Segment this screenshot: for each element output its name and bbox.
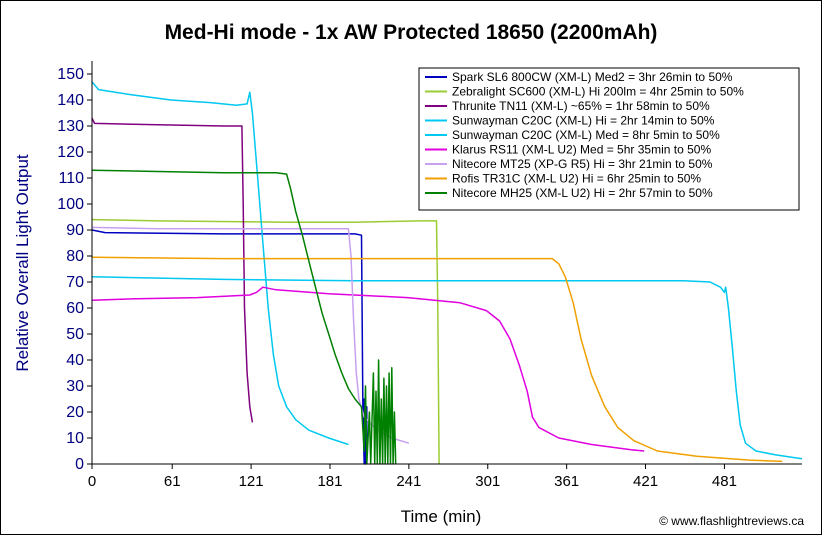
legend-label: Klarus RS11 (XM-L U2) Med = 5hr 35min to… bbox=[452, 143, 711, 157]
x-ticks: 0 61 121 181 241 301 361 421 481 bbox=[88, 464, 737, 490]
y-tick-label: 50 bbox=[66, 326, 84, 343]
legend-label: Nitecore MH25 (XM-L U2) Hi = 2hr 57min t… bbox=[452, 186, 713, 200]
x-tick-label: 241 bbox=[396, 473, 421, 490]
x-tick-label: 121 bbox=[239, 473, 264, 490]
y-tick-label: 30 bbox=[66, 378, 84, 395]
legend: Spark SL6 800CW (XM-L) Med2 = 3hr 26min … bbox=[418, 67, 800, 211]
x-tick-label: 301 bbox=[475, 473, 500, 490]
y-tick-label: 130 bbox=[57, 118, 84, 135]
y-tick-label: 20 bbox=[66, 404, 84, 421]
x-tick-label: 481 bbox=[712, 473, 737, 490]
series-line-4 bbox=[91, 276, 803, 460]
y-tick-label: 100 bbox=[57, 196, 84, 213]
y-tick-label: 60 bbox=[66, 300, 84, 317]
legend-label: Spark SL6 800CW (XM-L) Med2 = 3hr 26min … bbox=[452, 70, 733, 84]
legend-label: Zebralight SC600 (XM-L) Hi 200lm = 4hr 2… bbox=[452, 85, 744, 99]
series-line-3 bbox=[91, 81, 349, 446]
y-tick-label: 120 bbox=[57, 144, 84, 161]
y-ticks: 0 10 20 30 40 50 60 70 80 90 100 110 120 130 140 150 bbox=[57, 66, 92, 473]
y-tick-label: 40 bbox=[66, 352, 84, 369]
legend-label: Thrunite TN11 (XM-L) ~65% = 1hr 58min to… bbox=[452, 99, 710, 113]
series-line-2 bbox=[91, 117, 254, 423]
legend-label: Sunwayman C20C (XM-L) Hi = 2hr 14min to … bbox=[452, 114, 715, 128]
chart-title: Med-Hi mode - 1x AW Protected 18650 (220… bbox=[165, 21, 658, 44]
credit-text: © www.flashlightreviews.ca bbox=[659, 514, 804, 528]
series-line-8 bbox=[91, 169, 397, 465]
legend-box bbox=[418, 67, 800, 211]
series-layer bbox=[91, 81, 803, 465]
series-line-5 bbox=[91, 286, 645, 452]
y-tick-label: 90 bbox=[66, 222, 84, 239]
legend-label: Rofis TR31C (XM-L U2) Hi = 6hr 25min to … bbox=[452, 172, 701, 186]
y-tick-label: 0 bbox=[75, 456, 84, 473]
y-tick-label: 150 bbox=[57, 66, 84, 83]
y-tick-label: 140 bbox=[57, 92, 84, 109]
x-tick-label: 0 bbox=[88, 473, 96, 490]
y-tick-label: 110 bbox=[58, 170, 84, 187]
x-axis-label: Time (min) bbox=[401, 507, 482, 526]
y-tick-label: 10 bbox=[66, 430, 84, 447]
y-tick-label: 70 bbox=[66, 274, 84, 291]
x-tick-label: 421 bbox=[633, 473, 658, 490]
x-tick-label: 61 bbox=[164, 473, 181, 490]
x-tick-label: 361 bbox=[554, 473, 579, 490]
series-line-7 bbox=[91, 256, 783, 463]
legend-label: Nitecore MT25 (XP-G R5) Hi = 3hr 21min t… bbox=[452, 157, 713, 171]
series-line-1 bbox=[91, 218, 440, 465]
legend-label: Sunwayman C20C (XM-L) Med = 8hr 5min to … bbox=[452, 128, 720, 142]
x-tick-label: 181 bbox=[317, 473, 342, 490]
legend-items: Spark SL6 800CW (XM-L) Med2 = 3hr 26min … bbox=[425, 70, 744, 200]
y-tick-label: 80 bbox=[66, 248, 84, 265]
y-axis-label: Relative Overall Light Output bbox=[13, 154, 32, 372]
